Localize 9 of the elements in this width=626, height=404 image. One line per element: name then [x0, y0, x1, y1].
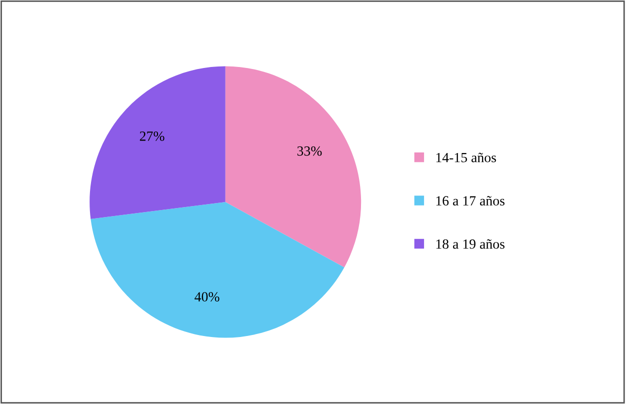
pie-slice [90, 202, 344, 338]
data-label: 40% [194, 292, 220, 302]
pie-slice [225, 66, 362, 268]
legend-label: 14-15 años [436, 152, 496, 162]
legend-label: 16 a 17 años [436, 196, 504, 206]
data-label: 27% [140, 131, 164, 141]
pie-slice [90, 66, 226, 220]
data-label: 33% [297, 146, 322, 156]
legend-label: 18 a 19 años [436, 239, 504, 249]
